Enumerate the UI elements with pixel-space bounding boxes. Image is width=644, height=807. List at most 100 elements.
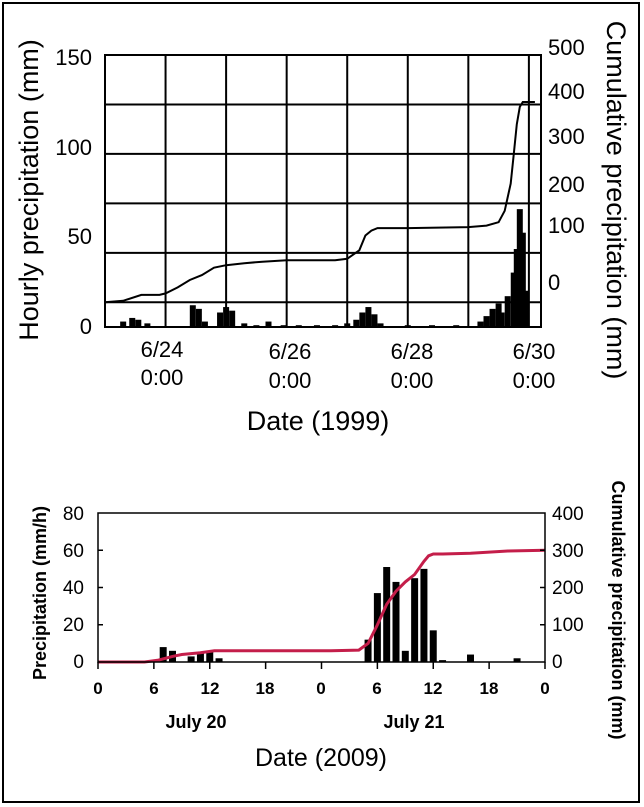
bottom-bars xyxy=(159,567,521,662)
top-bar xyxy=(483,316,490,327)
top-y2-axis-label: Cumulative precipitation (mm) xyxy=(601,21,631,380)
bottom-ytick: 20 xyxy=(63,615,84,636)
top-right-ticks: 0 100 200 300 400 500 xyxy=(548,35,585,295)
top-xtick-time: 0:00 xyxy=(513,368,556,393)
bottom-y2tick: 100 xyxy=(552,615,584,636)
top-y2tick: 500 xyxy=(548,35,585,60)
top-ytick: 150 xyxy=(55,45,92,70)
top-y2tick: 300 xyxy=(548,124,585,149)
top-bar xyxy=(241,323,248,327)
bottom-xtick: 0 xyxy=(316,679,325,698)
top-bar xyxy=(223,307,230,327)
top-bar xyxy=(377,323,384,327)
bottom-xtick: 18 xyxy=(256,679,275,698)
bottom-xtick: 6 xyxy=(149,679,158,698)
bottom-tick-marks xyxy=(97,549,546,669)
bottom-bar xyxy=(364,639,372,662)
top-chart: 0 50 100 150 0 100 200 300 400 500 6/24 … xyxy=(14,21,631,436)
bottom-bar xyxy=(159,647,167,662)
top-bar xyxy=(229,310,236,327)
bottom-bar xyxy=(187,656,195,662)
top-y-axis-label: Hourly precipitation (mm) xyxy=(14,39,44,341)
bottom-xtick: 0 xyxy=(540,679,549,698)
bottom-plot-frame xyxy=(97,512,546,663)
top-bar xyxy=(344,323,351,327)
top-left-ticks: 0 50 100 150 xyxy=(55,45,92,339)
bottom-x-ticks: 0 6 12 18 0 6 12 18 0 xyxy=(93,679,549,698)
bottom-bar xyxy=(439,660,447,662)
top-xtick-date: 6/28 xyxy=(391,339,434,364)
top-x-axis-label: Date (1999) xyxy=(247,406,390,436)
top-bars xyxy=(120,209,529,327)
top-bar xyxy=(477,321,484,327)
bottom-bar xyxy=(513,658,521,662)
top-bar xyxy=(365,307,372,327)
bottom-bar xyxy=(411,578,419,662)
top-ytick: 50 xyxy=(68,224,92,249)
bottom-xtick: 6 xyxy=(372,679,381,698)
top-y2tick: 0 xyxy=(548,270,560,295)
bottom-bar xyxy=(383,567,391,662)
top-bar xyxy=(489,308,496,327)
top-bar xyxy=(510,272,517,327)
bottom-y2tick: 400 xyxy=(552,504,584,525)
bottom-bar xyxy=(196,652,204,662)
top-bar xyxy=(135,319,142,327)
bottom-bar xyxy=(420,568,428,662)
top-bar xyxy=(504,296,511,327)
top-bar xyxy=(359,312,366,327)
top-bar xyxy=(144,323,151,327)
bottom-bar xyxy=(467,654,474,662)
bottom-ytick: 60 xyxy=(63,541,84,562)
bottom-y2tick: 300 xyxy=(552,541,584,562)
bottom-date-label: July 21 xyxy=(383,712,444,732)
bottom-xtick: 18 xyxy=(480,679,499,698)
top-bar xyxy=(353,319,360,327)
top-y2tick: 400 xyxy=(548,79,585,104)
top-xtick-date: 6/30 xyxy=(513,339,556,364)
top-x-ticks: 6/24 0:00 6/26 0:00 6/28 0:00 6/30 0:00 xyxy=(141,337,556,393)
top-bar xyxy=(201,321,208,327)
top-y2tick: 200 xyxy=(548,172,585,197)
bottom-bar xyxy=(206,650,214,662)
top-bar xyxy=(519,232,526,327)
bottom-ytick: 0 xyxy=(73,652,84,673)
top-bar xyxy=(495,303,502,327)
top-cumulative-line xyxy=(104,101,535,304)
top-bar xyxy=(498,312,505,327)
bottom-bar xyxy=(215,658,223,662)
bottom-ytick: 40 xyxy=(63,578,84,599)
top-xtick-time: 0:00 xyxy=(141,365,184,390)
top-xtick-date: 6/24 xyxy=(141,337,184,362)
bottom-y2tick: 0 xyxy=(552,652,563,673)
bottom-bar xyxy=(401,650,409,662)
top-ytick: 100 xyxy=(55,135,92,160)
bottom-x-axis-label: Date (2009) xyxy=(255,744,387,772)
top-bar xyxy=(513,249,520,327)
top-bar xyxy=(516,209,523,327)
bottom-xtick: 12 xyxy=(424,679,443,698)
bottom-xtick: 0 xyxy=(93,679,102,698)
top-bar xyxy=(371,314,378,327)
bottom-y-axis-label: Precipitation (mm/h) xyxy=(30,506,50,680)
bottom-right-ticks: 0 100 200 300 400 xyxy=(552,504,584,673)
top-bar xyxy=(217,312,224,327)
bottom-chart: 0 20 40 60 80 0 100 200 300 400 0 6 12 1… xyxy=(30,480,628,772)
top-bar xyxy=(120,321,127,327)
top-ytick: 0 xyxy=(80,314,92,339)
bottom-xtick: 12 xyxy=(201,679,220,698)
bottom-date-label: July 20 xyxy=(165,712,226,732)
bottom-bar xyxy=(429,630,437,662)
bottom-y2-axis-label: Cumulative precipitation (mm) xyxy=(608,480,628,739)
top-xtick-time: 0:00 xyxy=(391,368,434,393)
top-bar xyxy=(265,321,272,327)
bottom-left-ticks: 0 20 40 60 80 xyxy=(63,504,84,673)
top-bar xyxy=(522,290,529,327)
bottom-cumulative-line xyxy=(98,548,546,664)
top-bar xyxy=(129,317,136,327)
top-xtick-time: 0:00 xyxy=(269,368,312,393)
top-y2tick: 100 xyxy=(548,213,585,238)
bottom-bar xyxy=(392,581,400,662)
